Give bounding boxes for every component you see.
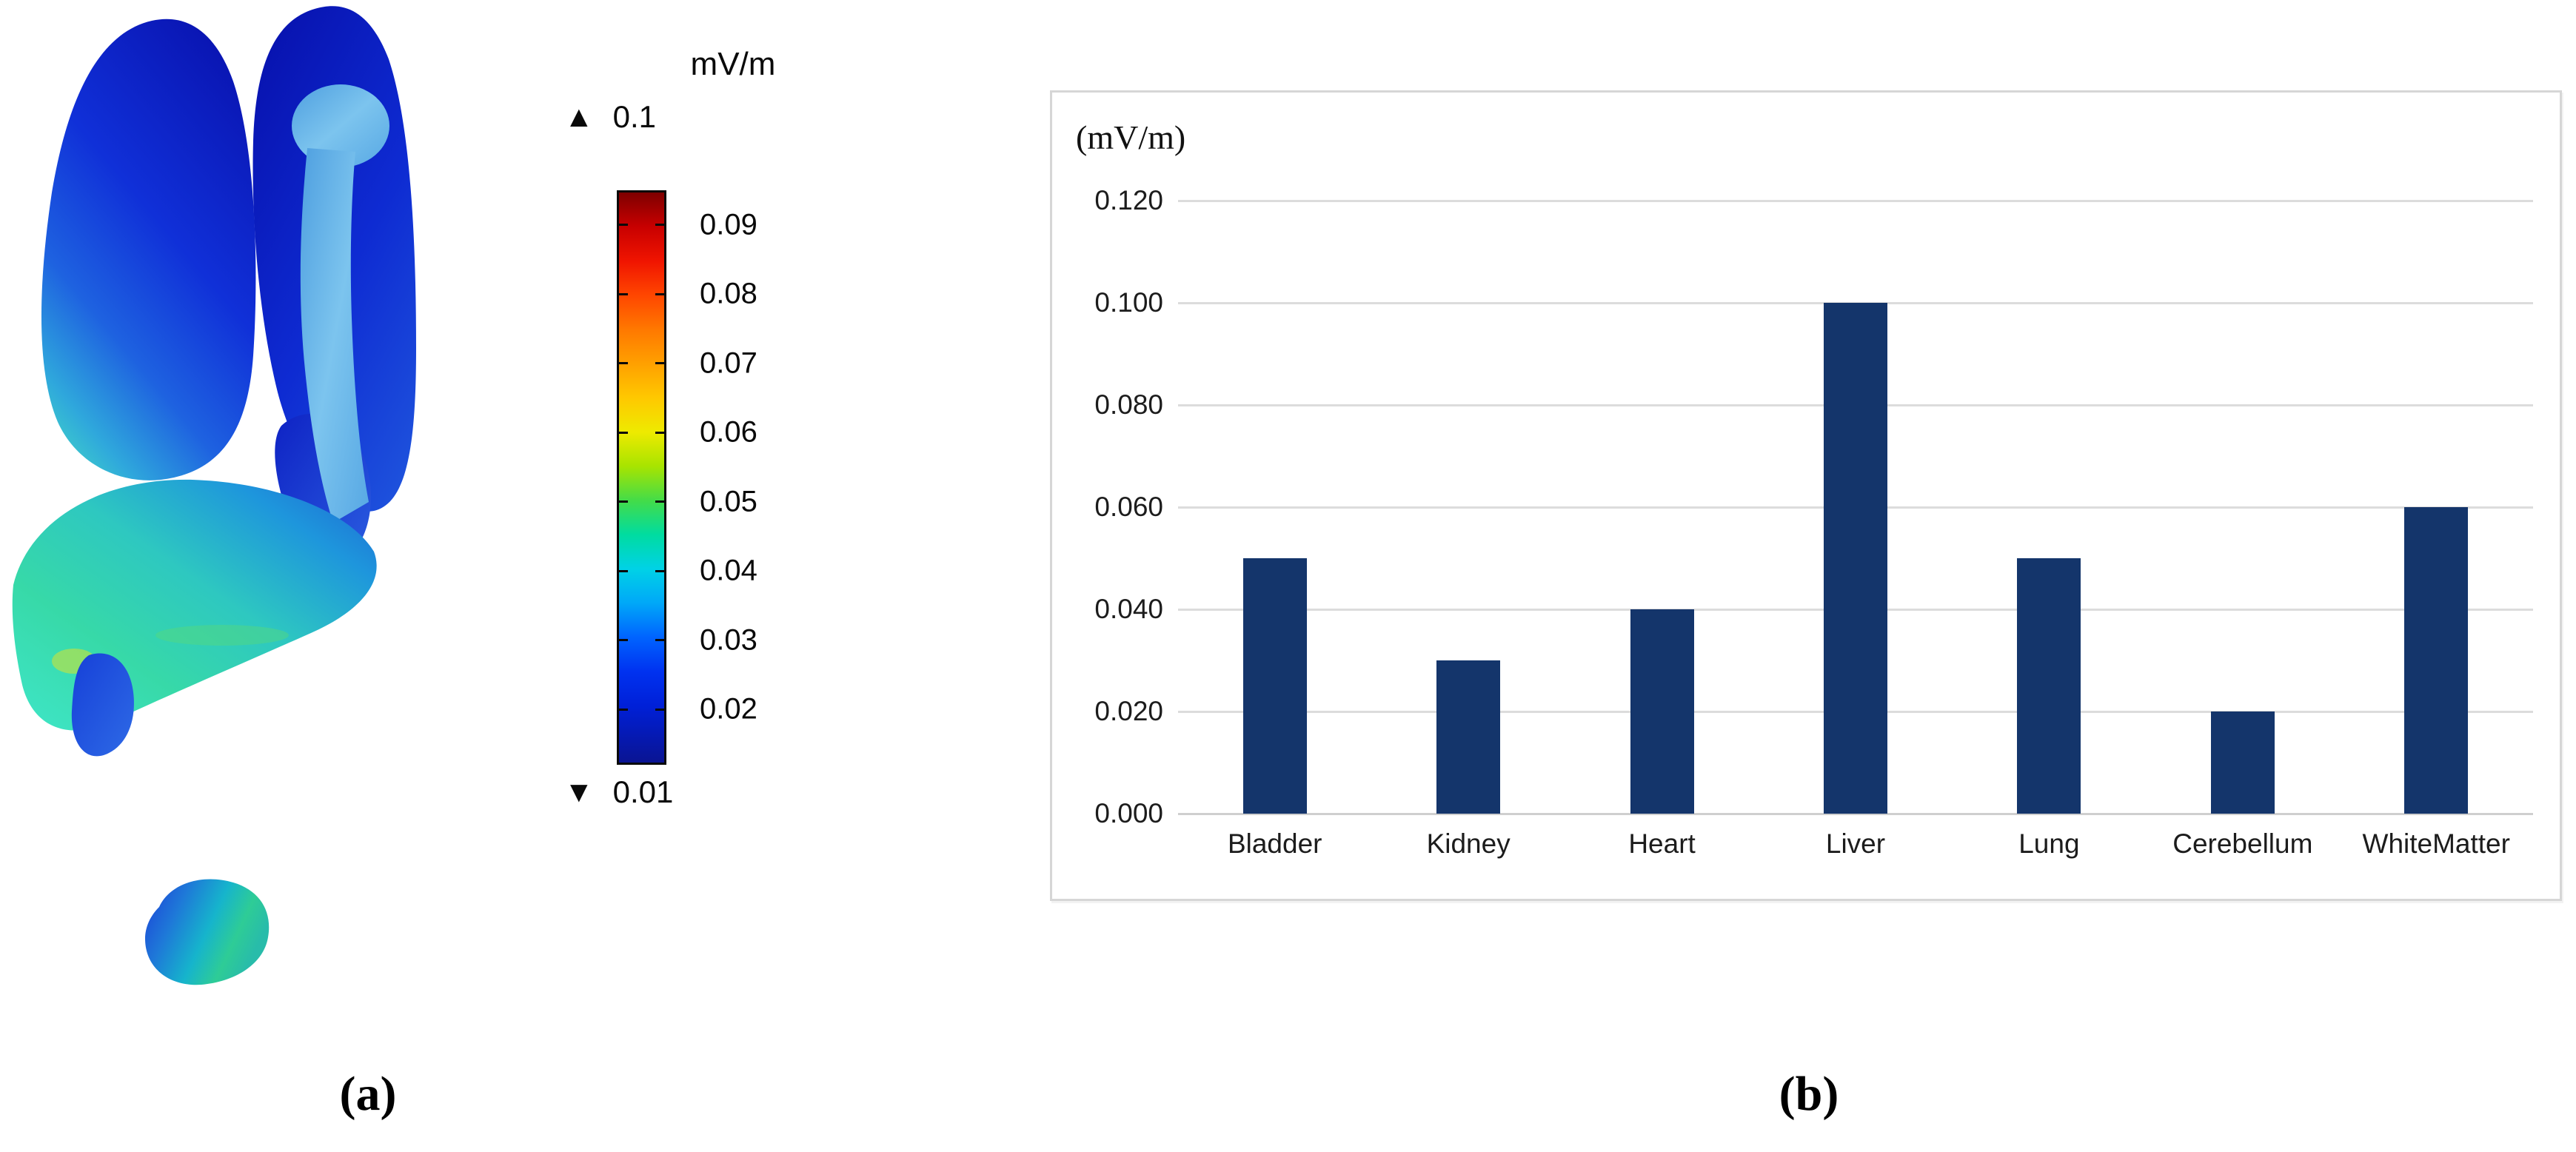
colorbar-max-value: 0.1 xyxy=(612,99,656,134)
bar-cell-bladder xyxy=(1178,201,1371,814)
category-label-lung: Lung xyxy=(2018,828,2080,859)
y-tick-label: 0.080 xyxy=(1094,389,1163,420)
bar-bladder xyxy=(1242,558,1307,814)
bar-lung xyxy=(2017,558,2081,814)
y-tick-label: 0.040 xyxy=(1094,594,1163,624)
panel-b-label: (b) xyxy=(1779,1067,1839,1121)
colorbar-gradient xyxy=(617,190,666,765)
triangle-down-icon: ▼ xyxy=(564,776,594,808)
bar-cell-liver xyxy=(1759,201,1952,814)
y-axis-unit-label: (mV/m) xyxy=(1076,118,1186,156)
bladder-shape xyxy=(145,879,270,985)
y-tick-label: 0.020 xyxy=(1094,696,1163,726)
bar-liver xyxy=(1823,303,1887,814)
category-label-bladder: Bladder xyxy=(1227,828,1322,859)
colorbar-max-marker: ▲ 0.1 xyxy=(564,99,656,135)
bar-cell-heart xyxy=(1565,201,1759,814)
y-tick-label: 0.060 xyxy=(1094,492,1163,522)
plot-area xyxy=(1178,199,2533,815)
panel-a-label: (a) xyxy=(339,1067,397,1121)
y-tick-label: 0.000 xyxy=(1094,798,1163,828)
trachea-shape xyxy=(300,148,369,523)
panel-a: mV/m ▲ 0.1 0.09 0.08 0.07 0.06 0.05 0.04 0.03 0… xyxy=(0,0,948,1152)
bar-cell-lung xyxy=(1953,201,2146,814)
x-axis-category-labels: Bladder Kidney Heart Liver Lung Cerebellum Whi… xyxy=(1178,828,2533,860)
bar-kidney xyxy=(1436,660,1501,814)
liver-green-streak xyxy=(155,625,289,646)
y-tick-label: 0.100 xyxy=(1094,287,1163,318)
gridline xyxy=(1178,812,2533,815)
bar-cell-cerebellum xyxy=(2146,201,2339,814)
colorbar-title: mV/m xyxy=(690,46,776,82)
bars xyxy=(1178,201,2533,814)
bar-whitematter xyxy=(2404,507,2469,814)
category-label-whitematter: WhiteMatter xyxy=(2362,828,2510,859)
category-label-heart: Heart xyxy=(1628,828,1696,859)
gallbladder-shape xyxy=(71,653,134,757)
colorbar-min-marker: ▼ 0.01 xyxy=(564,774,673,810)
bar-heart xyxy=(1630,609,1694,814)
trachea-bulge-shape xyxy=(292,84,389,167)
organ-3d-render-icon xyxy=(12,6,416,985)
category-label-cerebellum: Cerebellum xyxy=(2172,828,2313,859)
colorbar-min-value: 0.01 xyxy=(612,774,674,809)
y-tick-label: 0.120 xyxy=(1094,185,1163,215)
left-lung-shape xyxy=(41,19,256,480)
bar-cell-whitematter xyxy=(2340,201,2533,814)
category-label-liver: Liver xyxy=(1825,828,1886,859)
bar-chart: (mV/m) 0.120 0.100 0.080 0.060 0.040 0.020 0.0… xyxy=(1050,90,2562,901)
bar-cerebellum xyxy=(2210,711,2275,814)
category-label-kidney: Kidney xyxy=(1426,828,1511,859)
gridline xyxy=(1178,199,2533,202)
bar-cell-kidney xyxy=(1371,201,1565,814)
liver-shape xyxy=(12,479,377,731)
triangle-up-icon: ▲ xyxy=(564,101,594,133)
